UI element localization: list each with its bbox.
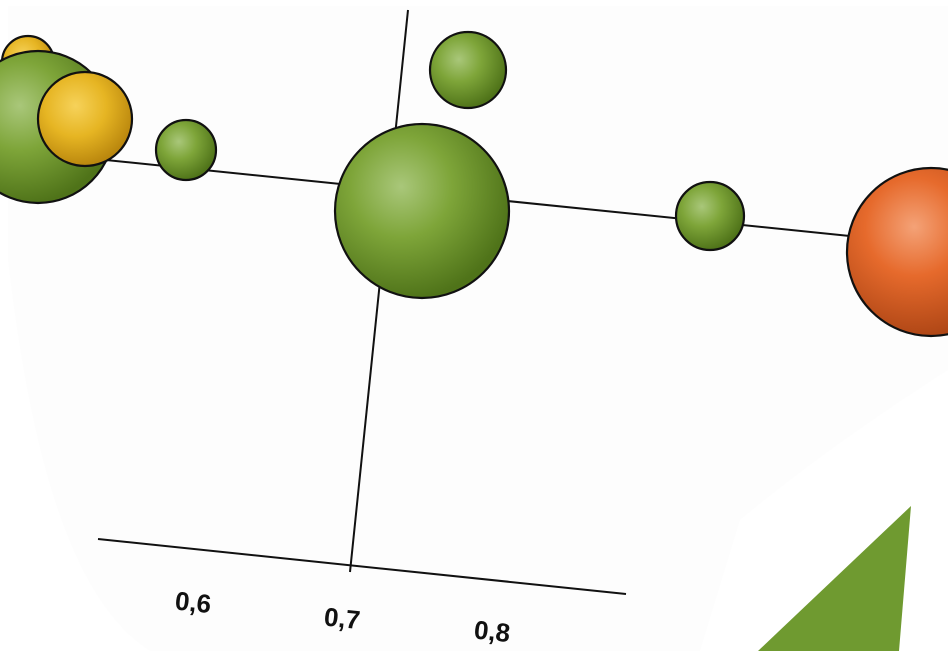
bubble-layer (0, 30, 948, 338)
plot-background (8, 6, 948, 651)
accent-triangle (758, 506, 911, 651)
bubble-green (674, 180, 746, 252)
x-axis-line (97, 538, 627, 595)
vertical-reference-line (349, 9, 409, 573)
x-tick-label: 0,7 (323, 601, 362, 635)
bubble-orange (845, 166, 948, 338)
bubble-yellow (36, 70, 134, 168)
bubble-green (333, 122, 511, 300)
bubble-green (154, 118, 218, 182)
x-tick-label: 0,8 (473, 614, 512, 648)
x-tick-label: 0,6 (174, 585, 213, 619)
bubble-green (428, 30, 508, 110)
